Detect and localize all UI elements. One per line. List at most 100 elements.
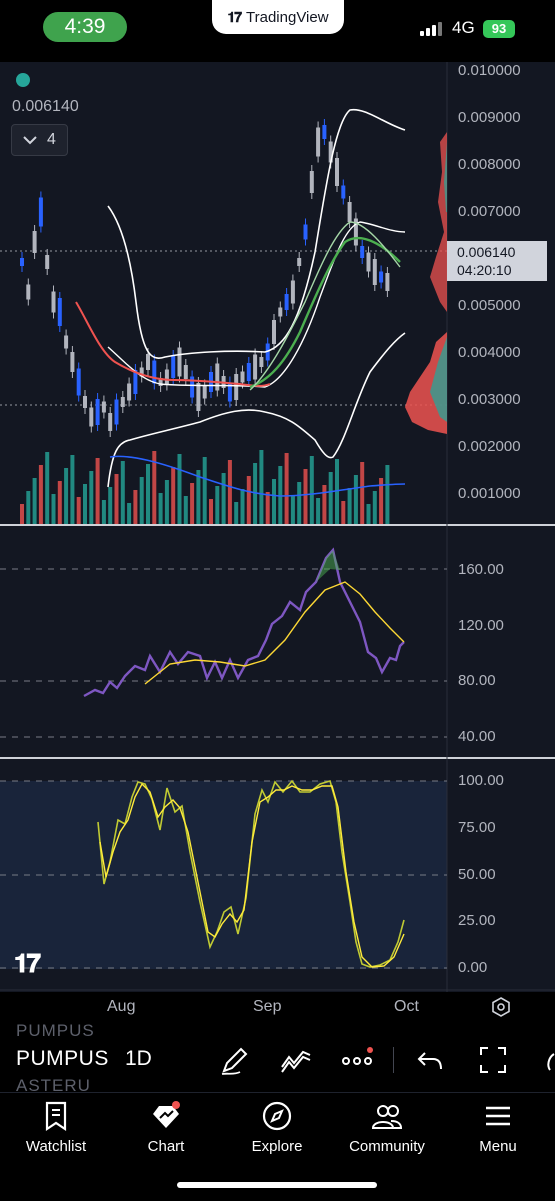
volume-bar — [328, 472, 333, 524]
network-type: 4G — [452, 18, 475, 37]
status-time: 4:39 — [43, 12, 127, 42]
candle — [353, 218, 358, 246]
volume-bar — [379, 478, 384, 524]
moving-average-red — [75, 301, 271, 387]
chevron-down-icon — [23, 136, 37, 145]
nav-menu[interactable]: Menu — [448, 1100, 548, 1155]
rsi-ma-line — [144, 581, 405, 685]
tradingview-banner[interactable]: 𝟏𝟕 TradingView — [212, 0, 344, 34]
nav-community[interactable]: Community — [337, 1100, 437, 1155]
scroll-hint-icon — [547, 1053, 555, 1071]
candle — [246, 363, 251, 381]
nav-label: Chart — [147, 1138, 185, 1155]
candle — [303, 224, 308, 240]
bookmark-icon — [45, 1101, 67, 1132]
toolbar-divider — [393, 1047, 394, 1073]
symbol-next[interactable]: ASTERU — [16, 1076, 91, 1095]
indicator-count: 4 — [47, 131, 56, 148]
candle — [240, 371, 245, 383]
price-tick-label: 0.008000 — [458, 156, 521, 173]
candle — [152, 360, 157, 384]
legend-collapse-button[interactable]: 4 — [11, 124, 68, 156]
candle — [57, 298, 62, 326]
candle — [360, 246, 365, 258]
app-name: TradingView — [246, 8, 329, 26]
symbol-prev[interactable]: PUMPUS — [16, 1021, 95, 1040]
undo-icon[interactable] — [413, 1043, 447, 1077]
volume-bar — [158, 493, 163, 524]
candle — [335, 158, 339, 186]
battery-icon: 93 — [483, 20, 515, 38]
candle — [196, 383, 201, 411]
price-tick-label: 0.004000 — [458, 344, 521, 361]
candle — [234, 374, 239, 400]
volume-bar — [259, 450, 264, 524]
volume-bar — [45, 452, 50, 524]
volume-bar — [240, 489, 245, 524]
stoch-tick-label: 100.00 — [458, 772, 504, 789]
candle — [120, 397, 125, 407]
candle — [114, 399, 119, 425]
price-tick-label: 0.007000 — [458, 203, 521, 220]
compass-icon — [262, 1101, 292, 1131]
price-tick-label: 0.001000 — [458, 485, 521, 502]
volume-bar — [171, 467, 176, 524]
nav-label: Watchlist — [25, 1138, 87, 1155]
candle — [108, 413, 113, 431]
draw-pen-icon[interactable] — [218, 1043, 252, 1077]
candle — [76, 368, 81, 396]
candle — [83, 396, 87, 408]
volume-bar — [114, 474, 119, 524]
candle — [164, 369, 169, 385]
candle — [322, 125, 327, 139]
chart-toolbar — [0, 1020, 555, 1092]
stoch-tick-label: 25.00 — [458, 912, 496, 929]
nav-chart[interactable]: Chart — [116, 1100, 216, 1155]
price-tick-label: 0.002000 — [458, 438, 521, 455]
signal-icon — [420, 22, 442, 36]
more-icon[interactable] — [340, 1043, 374, 1077]
volume-bar — [120, 461, 125, 524]
current-price-label: 0.006140 04:20:10 — [447, 241, 547, 281]
fullscreen-icon[interactable] — [476, 1043, 510, 1077]
volume-bar — [38, 465, 43, 524]
candle — [372, 259, 377, 285]
time-label-sep: Sep — [253, 998, 282, 1015]
candle — [278, 307, 283, 317]
drawing-tools-icon[interactable] — [279, 1043, 313, 1077]
bollinger-upper — [107, 108, 406, 359]
chart-drawing[interactable] — [0, 62, 555, 992]
nav-explore[interactable]: Explore — [227, 1100, 327, 1155]
candle — [26, 284, 31, 300]
bollinger-basis — [107, 221, 406, 388]
chart-settings-button[interactable] — [491, 997, 511, 1022]
candle — [379, 271, 384, 283]
volume-bar — [146, 464, 150, 524]
candle — [259, 357, 264, 367]
legend-last-value: 0.006140 — [12, 98, 79, 115]
status-dot-icon — [16, 73, 30, 87]
volume-bar — [360, 462, 365, 524]
candle — [385, 273, 390, 291]
volume-bar — [290, 495, 295, 524]
candle — [284, 294, 289, 310]
nav-watchlist[interactable]: Watchlist — [6, 1100, 106, 1155]
volume-bars — [20, 450, 390, 524]
symbol-button[interactable]: PUMPUS — [16, 1047, 109, 1070]
volume-bar — [221, 473, 226, 524]
volume-bar — [32, 478, 37, 524]
candlesticks — [20, 119, 390, 437]
candle — [183, 365, 188, 379]
volume-bar — [139, 477, 144, 524]
interval-button[interactable]: 1D — [125, 1047, 152, 1070]
home-indicator — [177, 1182, 377, 1188]
volume-bar — [95, 458, 100, 524]
price-tick-label: 0.005000 — [458, 297, 521, 314]
volume-bar — [70, 455, 75, 524]
volume-bar — [272, 479, 276, 524]
battery-level: 93 — [491, 21, 507, 36]
volume-bar — [127, 503, 132, 524]
candle — [70, 352, 75, 372]
stoch-tick-label: 50.00 — [458, 866, 496, 883]
price-tick-label: 0.010000 — [458, 62, 521, 79]
